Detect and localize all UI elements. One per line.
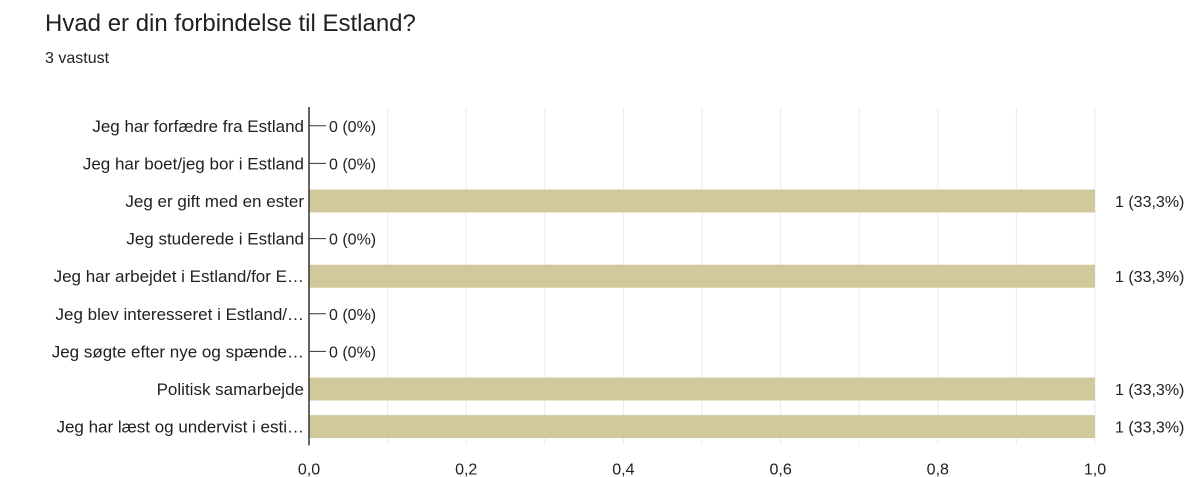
question-title: Hvad er din forbindelse til Estland? [45,10,416,37]
bar [309,264,1095,288]
category-label: Jeg har læst og undervist i esti… [56,418,304,437]
x-tick-label: 0,8 [927,461,949,477]
category-label: Jeg søgte efter nye og spænde… [52,342,304,361]
category-label: Jeg blev interesseret i Estland/… [55,305,304,324]
x-tick-label: 1,0 [1084,461,1106,477]
bar [309,415,1095,439]
x-tick-label: 0,0 [298,461,320,477]
value-label: 1 (33,3%) [1115,194,1184,211]
value-labels: 0 (0%) 0 (0%) 1 (33,3%) 0 (0%) 1 (33,3%) 0 (0… [309,119,1184,437]
x-tick-label: 0,2 [455,461,477,477]
category-label: Jeg har boet/jeg bor i Estland [83,154,304,173]
x-tick-label: 0,6 [769,461,791,477]
category-label: Jeg er gift med en ester [125,192,304,211]
category-label: Jeg studerede i Estland [126,230,304,249]
value-label: 1 (33,3%) [1115,382,1184,399]
category-label: Jeg har forfædre fra Estland [92,117,304,136]
x-tick-label: 0,4 [612,461,634,477]
bar [309,377,1095,401]
category-label: Politisk samarbejde [157,380,304,399]
value-label: 0 (0%) [329,344,376,361]
value-label: 0 (0%) [329,307,376,324]
bar [309,189,1095,213]
category-label: Jeg har arbejdet i Estland/for E… [54,267,304,286]
value-label: 1 (33,3%) [1115,269,1184,286]
value-label: 0 (0%) [329,119,376,136]
value-label: 0 (0%) [329,156,376,173]
x-axis-ticks: 0,0 0,2 0,4 0,6 0,8 1,0 [298,461,1106,477]
value-label: 0 (0%) [329,232,376,249]
bars [309,189,1095,439]
category-labels: Jeg har forfædre fra Estland Jeg har boet… [52,117,305,437]
response-count: 3 vastust [45,50,110,67]
value-label: 1 (33,3%) [1115,420,1184,437]
